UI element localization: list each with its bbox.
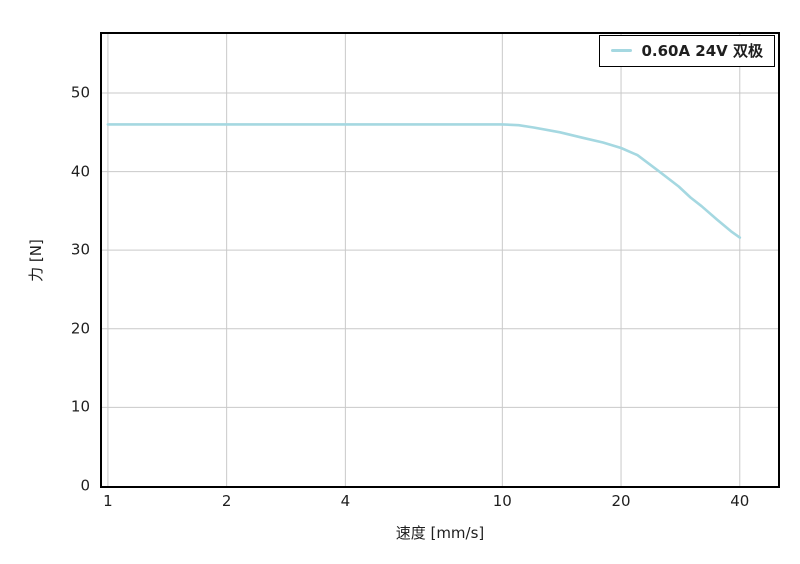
x-tick-label: 10: [492, 492, 512, 510]
x-tick-label: 2: [221, 492, 232, 510]
y-tick-label: 40: [70, 162, 90, 181]
y-tick-label: 0: [80, 476, 90, 495]
x-axis-tick-labels: 1 2 4 10 20 40: [102, 494, 778, 514]
x-axis-title-text: 速度 [mm/s]: [395, 524, 485, 542]
y-tick-label: 50: [70, 83, 90, 102]
y-tick-label: 20: [70, 319, 90, 338]
plot-area: [100, 32, 780, 488]
y-tick-label: 30: [70, 240, 90, 259]
legend-line-sample: [611, 49, 633, 52]
plot-canvas: [102, 34, 778, 486]
x-tick-label: 4: [340, 492, 351, 510]
legend-label: 0.60A 24V 双极: [641, 42, 763, 60]
x-axis-title: 速度 [mm/s]: [102, 522, 778, 543]
y-axis-tick-labels: 0 10 20 30 40 50: [0, 34, 90, 493]
y-tick-label: 10: [70, 397, 90, 416]
x-tick-label: 1: [103, 492, 113, 510]
x-tick-label: 20: [611, 492, 631, 510]
legend: 0.60A 24V 双极: [599, 35, 775, 67]
x-tick-label: 40: [730, 492, 750, 510]
series-line: [106, 123, 742, 239]
